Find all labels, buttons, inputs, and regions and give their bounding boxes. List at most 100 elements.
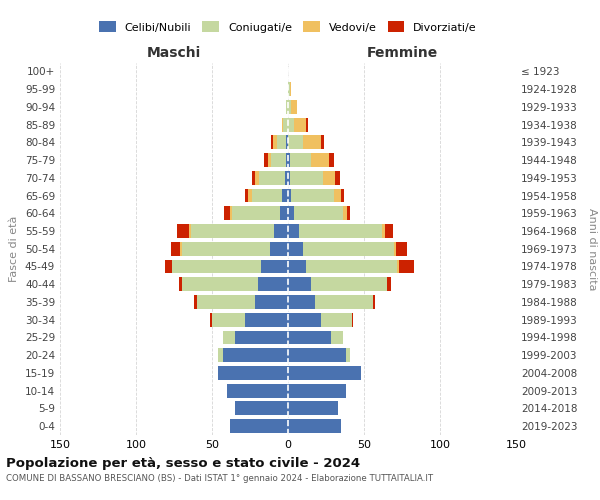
Bar: [288, 153, 290, 167]
Bar: [311, 153, 329, 167]
Bar: [245, 313, 288, 326]
Bar: [341, 188, 344, 202]
Bar: [179, 278, 182, 291]
Bar: [274, 224, 288, 238]
Bar: [335, 171, 340, 184]
Bar: [212, 313, 245, 326]
Bar: [254, 295, 288, 309]
Bar: [218, 348, 223, 362]
Bar: [182, 278, 257, 291]
Y-axis label: Fasce di età: Fasce di età: [10, 216, 19, 282]
Bar: [343, 206, 347, 220]
Bar: [286, 153, 288, 167]
Bar: [260, 260, 288, 274]
Bar: [232, 206, 280, 220]
Y-axis label: Anni di nascita: Anni di nascita: [587, 208, 597, 290]
Bar: [288, 366, 361, 380]
Bar: [257, 278, 288, 291]
Bar: [323, 171, 335, 184]
Bar: [306, 260, 397, 274]
Bar: [223, 330, 235, 344]
Bar: [329, 153, 334, 167]
Text: COMUNE DI BASSANO BRESCIANO (BS) - Dati ISTAT 1° gennaio 2024 - Elaborazione TUT: COMUNE DI BASSANO BRESCIANO (BS) - Dati …: [6, 474, 433, 483]
Bar: [288, 295, 316, 309]
Bar: [230, 419, 288, 433]
Bar: [322, 313, 352, 326]
Bar: [288, 206, 294, 220]
Bar: [288, 100, 291, 114]
Bar: [394, 242, 396, 256]
Bar: [288, 242, 303, 256]
Bar: [399, 260, 414, 274]
Bar: [218, 366, 288, 380]
Bar: [172, 260, 260, 274]
Bar: [288, 224, 299, 238]
Bar: [230, 206, 232, 220]
Bar: [285, 171, 288, 184]
Bar: [271, 136, 273, 149]
Bar: [385, 224, 393, 238]
Bar: [288, 118, 294, 132]
Bar: [397, 260, 399, 274]
Bar: [280, 206, 288, 220]
Bar: [191, 224, 274, 238]
Bar: [288, 171, 290, 184]
Bar: [165, 260, 172, 274]
Legend: Celibi/Nubili, Coniugati/e, Vedovi/e, Divorziati/e: Celibi/Nubili, Coniugati/e, Vedovi/e, Di…: [96, 18, 480, 36]
Bar: [273, 136, 277, 149]
Bar: [194, 295, 197, 309]
Bar: [251, 188, 282, 202]
Bar: [346, 348, 350, 362]
Bar: [288, 348, 346, 362]
Text: Maschi: Maschi: [147, 46, 201, 60]
Bar: [286, 136, 288, 149]
Bar: [288, 136, 303, 149]
Bar: [288, 419, 341, 433]
Bar: [282, 118, 283, 132]
Bar: [331, 330, 343, 344]
Bar: [316, 295, 373, 309]
Bar: [223, 348, 288, 362]
Bar: [290, 82, 291, 96]
Bar: [235, 330, 288, 344]
Bar: [352, 313, 353, 326]
Bar: [294, 118, 306, 132]
Bar: [235, 402, 288, 415]
Bar: [291, 100, 297, 114]
Bar: [282, 188, 288, 202]
Bar: [224, 206, 230, 220]
Bar: [180, 242, 182, 256]
Bar: [303, 242, 394, 256]
Bar: [291, 188, 334, 202]
Bar: [248, 188, 251, 202]
Bar: [322, 136, 325, 149]
Bar: [227, 384, 288, 398]
Bar: [288, 384, 346, 398]
Bar: [288, 402, 338, 415]
Bar: [311, 278, 387, 291]
Bar: [211, 313, 212, 326]
Bar: [288, 82, 290, 96]
Bar: [299, 224, 382, 238]
Bar: [334, 188, 341, 202]
Bar: [373, 295, 374, 309]
Bar: [259, 171, 285, 184]
Bar: [251, 171, 254, 184]
Bar: [177, 224, 189, 238]
Bar: [288, 260, 306, 274]
Text: Femmine: Femmine: [367, 46, 437, 60]
Bar: [277, 136, 286, 149]
Bar: [288, 188, 291, 202]
Bar: [245, 188, 248, 202]
Bar: [189, 224, 191, 238]
Bar: [283, 118, 288, 132]
Bar: [182, 242, 270, 256]
Bar: [270, 242, 288, 256]
Bar: [290, 153, 311, 167]
Bar: [387, 278, 391, 291]
Text: Popolazione per età, sesso e stato civile - 2024: Popolazione per età, sesso e stato civil…: [6, 458, 360, 470]
Bar: [288, 330, 331, 344]
Bar: [396, 242, 407, 256]
Bar: [288, 278, 311, 291]
Bar: [268, 153, 271, 167]
